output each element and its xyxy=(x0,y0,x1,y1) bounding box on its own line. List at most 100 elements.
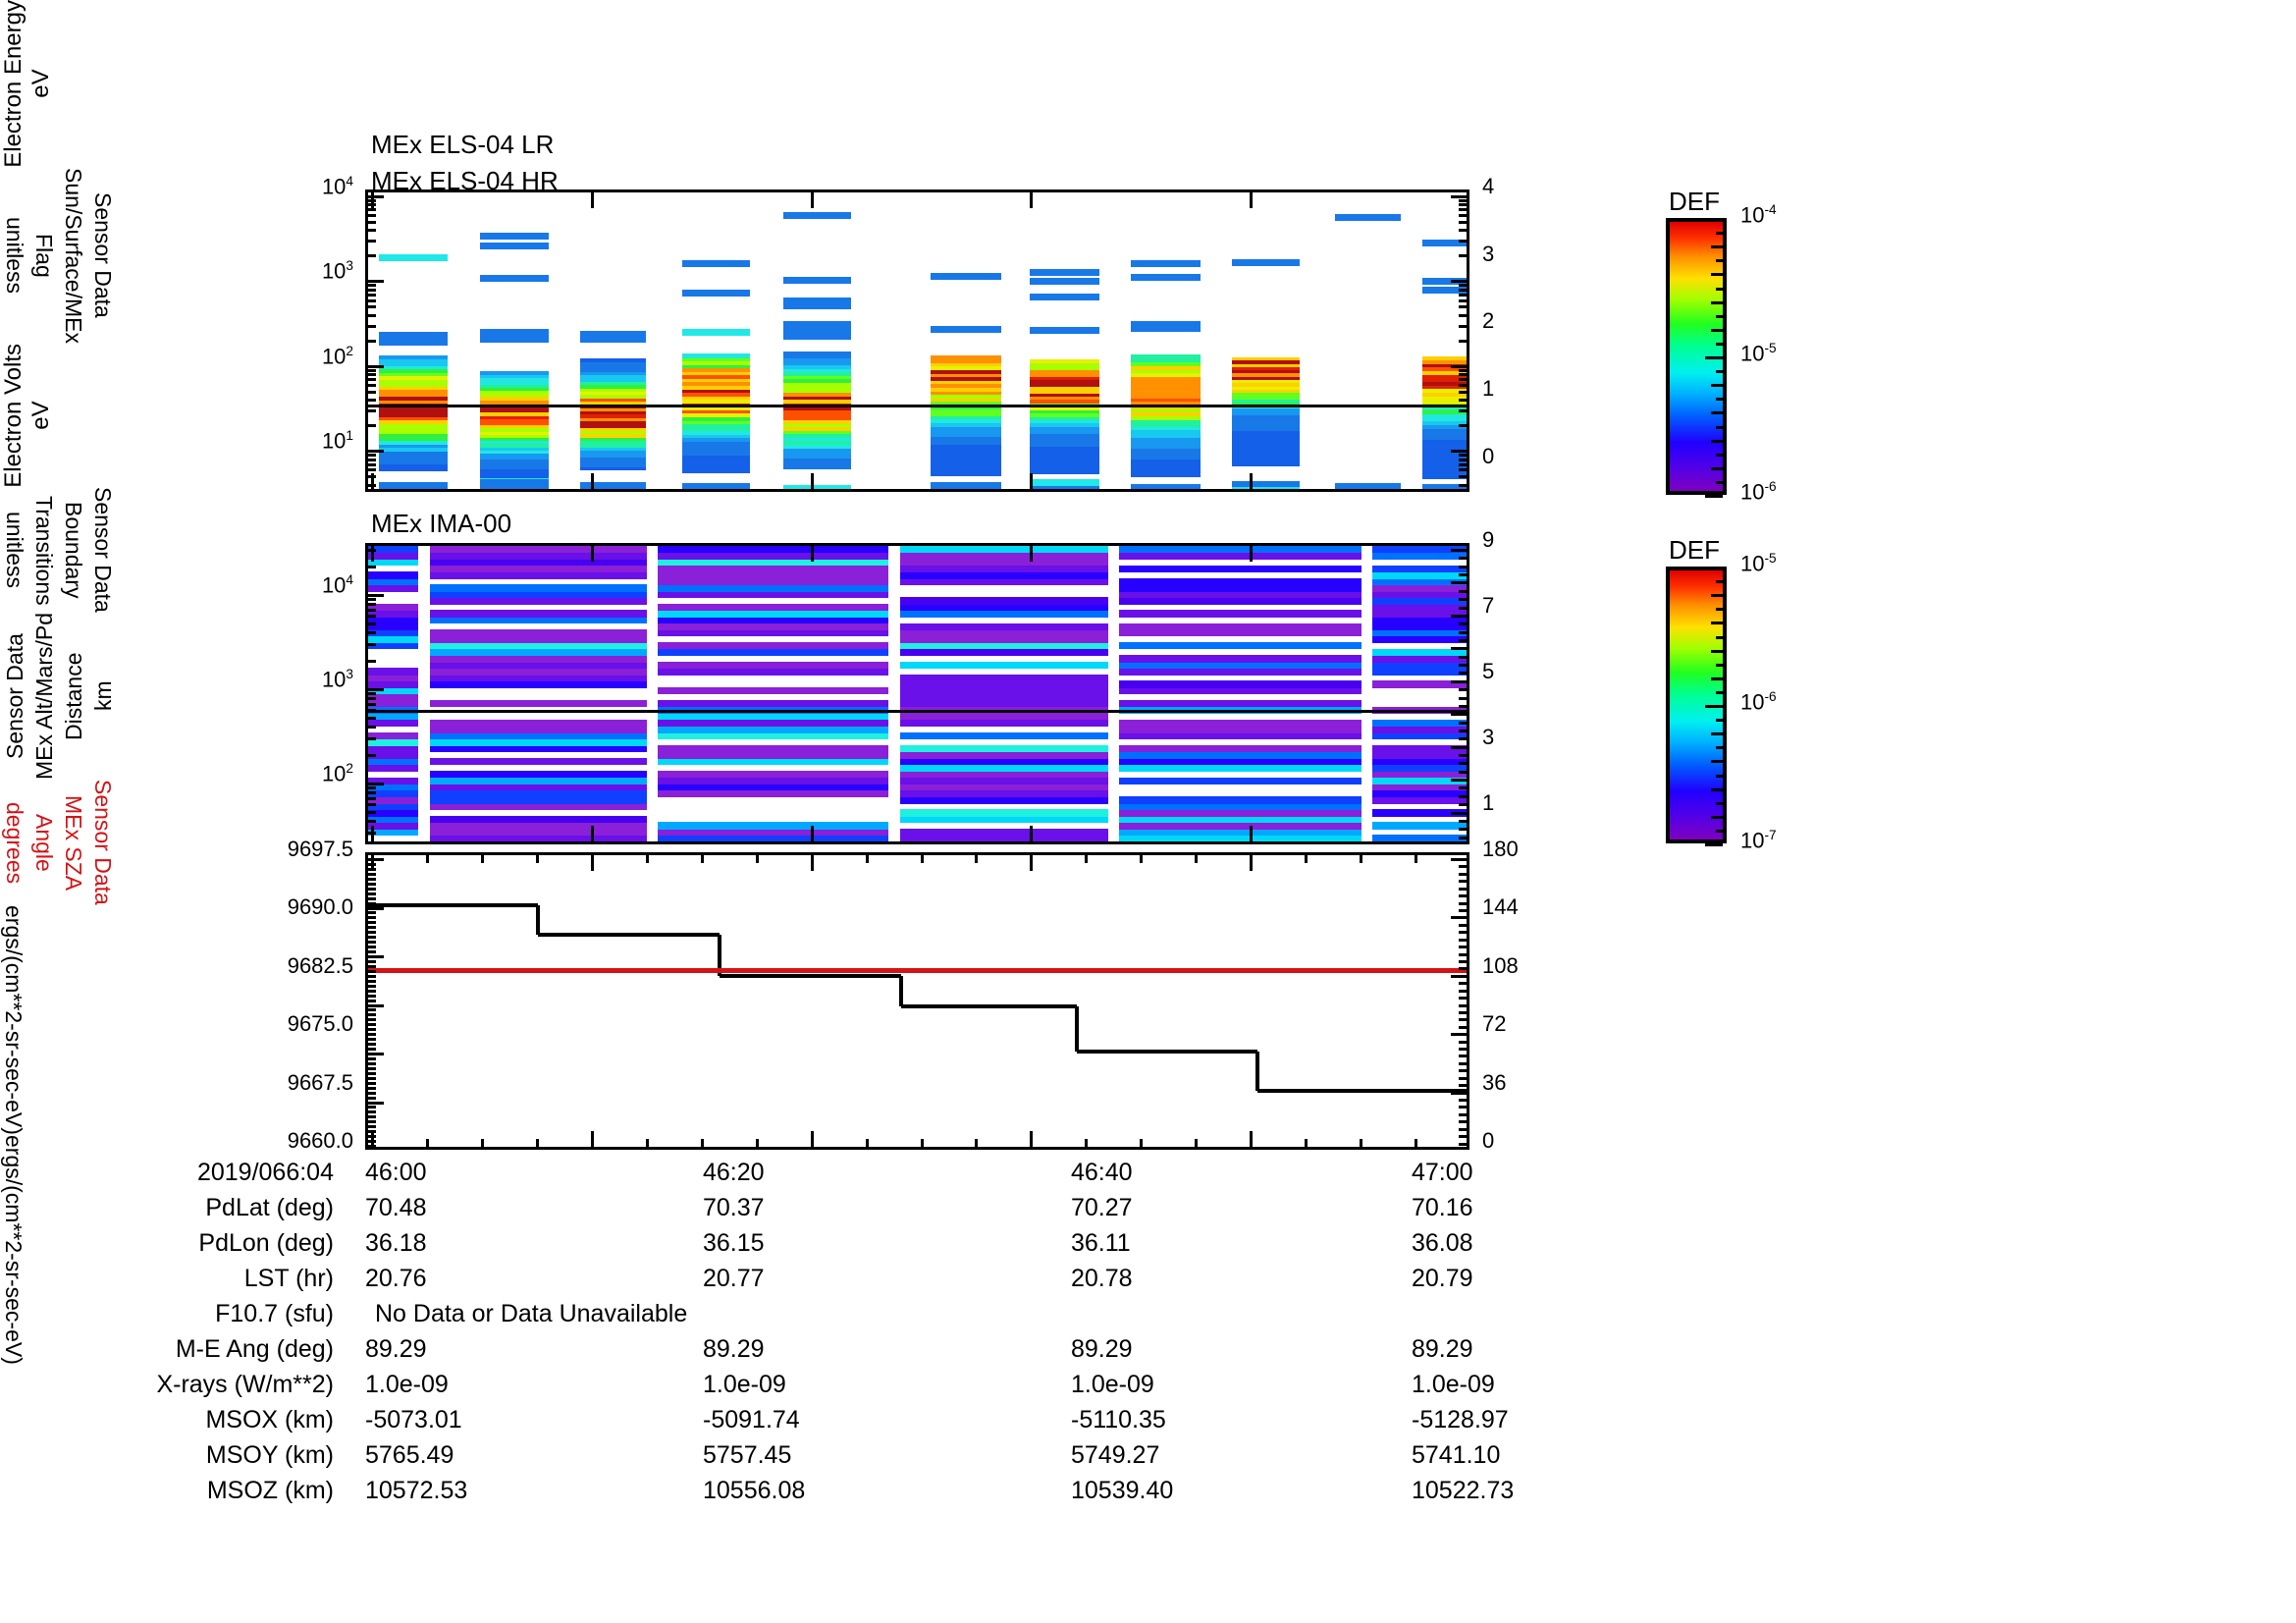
table-cell: 36.08 xyxy=(1412,1229,1473,1257)
spectrogram-cell xyxy=(379,368,448,373)
spectrogram-cell xyxy=(480,390,549,395)
axis-tick xyxy=(1250,1131,1253,1147)
spectrogram-cell xyxy=(658,661,889,670)
spectrogram-cell xyxy=(480,474,549,479)
colorbar-2-units: ergs/(cm**2-sr-sec-eV) xyxy=(1,1135,27,1365)
spectrogram-cell xyxy=(429,565,648,572)
axis-tick xyxy=(368,1033,376,1036)
colorbar-tick xyxy=(1711,622,1723,625)
spectrogram-cell xyxy=(682,357,751,362)
tick-label: 9 xyxy=(1482,527,1495,552)
spectrogram-cell xyxy=(1119,719,1362,727)
colorbar-tick xyxy=(1716,774,1723,778)
spectrogram-cell xyxy=(368,744,419,753)
spectrogram-bar xyxy=(1422,239,1467,246)
tick-label: 102 xyxy=(321,760,353,786)
axis-tick xyxy=(371,546,374,562)
axis-tick xyxy=(368,791,376,794)
spectrogram-cell xyxy=(1371,757,1467,766)
spectrogram-cell xyxy=(658,771,889,779)
table-cell: 20.77 xyxy=(703,1265,765,1292)
spectrogram-cell xyxy=(1119,731,1362,740)
table-cell: No Data or Data Unavailable xyxy=(375,1300,688,1327)
altitude-sza-panel xyxy=(365,852,1469,1150)
spectrogram-bar xyxy=(480,243,549,250)
colorbar-tick xyxy=(1716,425,1723,429)
spectrogram-cell xyxy=(782,409,852,414)
axis-tick xyxy=(368,229,376,232)
spectrogram-cell xyxy=(682,353,751,358)
spectrogram-cell xyxy=(368,751,419,759)
spectrogram-cell xyxy=(1231,398,1300,403)
spectrogram-cell xyxy=(930,372,1001,378)
spectrogram-cell xyxy=(1231,446,1300,451)
axis-tick xyxy=(1459,795,1467,798)
spectrogram-cell xyxy=(782,447,852,453)
tick-label: 72 xyxy=(1482,1011,1507,1037)
colorbar-tick xyxy=(1716,663,1723,667)
spectrogram-cell xyxy=(429,642,648,650)
spectrogram-cell xyxy=(429,802,648,811)
axis-tick xyxy=(1451,779,1467,782)
tick-label: 0 xyxy=(1482,443,1495,468)
axis-tick xyxy=(368,960,376,963)
axis-tick xyxy=(368,726,376,729)
ima-plot-area xyxy=(368,546,1467,841)
tick-label: 5 xyxy=(1482,658,1495,683)
spectrogram-cell xyxy=(658,731,889,740)
panel3-left-axis-label: Sensor Data MEx Alt/Mars/Pd Distance km xyxy=(2,613,116,781)
axis-tick xyxy=(1415,855,1417,863)
axis-tick xyxy=(756,1139,759,1147)
spectrogram-cell xyxy=(368,546,419,554)
spectrogram-cell xyxy=(1029,406,1100,410)
spectrogram-cell xyxy=(1029,396,1100,401)
axis-tick xyxy=(368,566,376,568)
spectrogram-cell xyxy=(899,700,1109,708)
table-cell: 5757.45 xyxy=(703,1441,792,1469)
axis-tick xyxy=(368,1013,376,1016)
spectrogram-bar xyxy=(379,331,448,339)
axis-tick xyxy=(368,631,376,634)
spectrogram-cell xyxy=(930,383,1001,388)
spectrogram-cell xyxy=(930,407,1001,413)
axis-tick xyxy=(371,1131,374,1147)
spectrogram-cell xyxy=(480,450,549,454)
colorbar-tick xyxy=(1716,398,1723,402)
colorbar-tick xyxy=(1711,328,1723,332)
axis-tick xyxy=(1459,688,1467,691)
spectrogram-cell xyxy=(1231,359,1300,364)
spectrogram-cell xyxy=(1371,590,1467,599)
axis-tick xyxy=(368,450,384,453)
axis-tick xyxy=(1459,997,1467,1000)
spectrogram-bar xyxy=(1130,274,1201,282)
axis-tick xyxy=(368,868,376,871)
colorbar-tick xyxy=(1711,815,1723,819)
axis-tick xyxy=(1459,598,1467,601)
spectrogram-cell xyxy=(429,661,648,670)
spectrogram-cell xyxy=(1422,355,1467,360)
spectrogram-cell xyxy=(579,401,647,406)
spectrogram-cell xyxy=(480,374,549,379)
spectrogram-cell xyxy=(1130,429,1201,435)
spectrogram-bar xyxy=(1130,321,1201,329)
altitude-line-step xyxy=(1074,1006,1079,1053)
spectrogram-cell xyxy=(368,815,419,824)
spectrogram-cell xyxy=(1371,764,1467,772)
spectrogram-cell xyxy=(579,427,647,432)
colorbar-tick xyxy=(1711,649,1723,653)
axis-tick xyxy=(1459,786,1467,789)
spectrogram-cell xyxy=(899,751,1109,759)
spectrogram-cell xyxy=(658,610,889,618)
spectrogram-cell xyxy=(782,451,852,456)
spectrogram-cell xyxy=(480,461,549,466)
spectrogram-cell xyxy=(782,433,852,438)
axis-tick xyxy=(368,717,376,720)
spectrogram-cell xyxy=(480,424,549,429)
spectrogram-cell xyxy=(682,448,751,453)
spectrogram-cell xyxy=(480,371,549,375)
axis-tick xyxy=(1459,1041,1467,1044)
spectrogram-cell xyxy=(480,468,549,473)
axis-tick xyxy=(1085,855,1088,863)
axis-tick xyxy=(1195,855,1198,863)
axis-tick xyxy=(368,369,376,372)
